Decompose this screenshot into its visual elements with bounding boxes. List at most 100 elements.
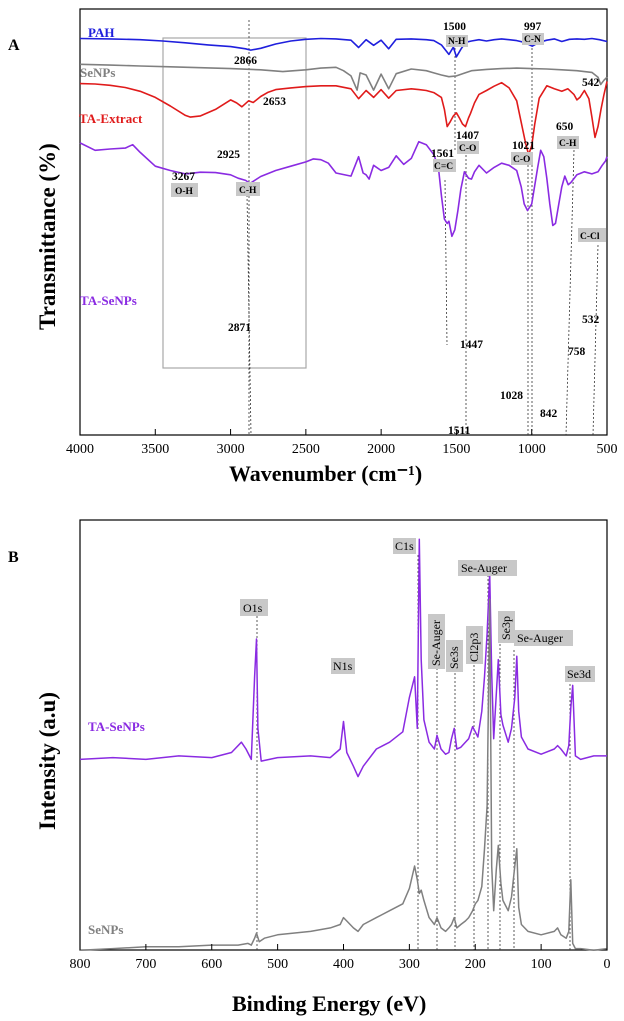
x-tick-label: 500 — [597, 442, 618, 457]
series-line-ta-senps — [79, 140, 608, 238]
peak-label: 650 — [556, 121, 574, 133]
x-tick-label: 100 — [531, 957, 552, 972]
xps-dashed-guides — [256, 555, 571, 950]
xps-series-label-ta-senps: TA-SeNPs — [88, 719, 145, 734]
peak-label: 2871 — [228, 322, 251, 334]
xps-series-label-senps: SeNPs — [88, 922, 123, 937]
band-label-co-1021: C-O — [511, 152, 533, 165]
band-label-ch-2871: C-H — [236, 182, 260, 196]
svg-text:Se3p: Se3p — [499, 616, 513, 640]
peak-label: 1561 — [431, 148, 454, 160]
xps-label-se-auger-vertical: Se-Auger — [428, 614, 445, 669]
xps-chart: 800 700 600 500 400 300 200 100 0 TA-SeNPs SeNPs… — [35, 519, 611, 1016]
x-tick-label: 2000 — [367, 442, 395, 457]
xps-x-axis-title: Binding Energy (eV) — [232, 991, 426, 1016]
x-tick-label: 1000 — [518, 442, 546, 457]
panel-b-letter: B — [8, 549, 19, 566]
peak-label: 758 — [568, 346, 586, 358]
xps-y-axis-title: Intensity (a.u) — [35, 692, 60, 830]
band-label-nh: N-H — [446, 35, 468, 47]
x-tick-label: 0 — [604, 957, 611, 972]
ftir-series-group — [79, 37, 608, 238]
peak-label: 532 — [582, 314, 600, 326]
xps-label-se3p: Se3p — [498, 611, 515, 643]
peak-label: 2866 — [234, 55, 257, 67]
series-label-pah: PAH — [88, 25, 114, 40]
series-label-ta-extract: TA-Extract — [79, 111, 143, 126]
xps-label-se3d: Se3d — [565, 666, 595, 682]
ftir-plot-frame — [79, 8, 608, 436]
ftir-x-ticks: 4000 3500 3000 2500 2000 1500 1000 500 — [66, 429, 618, 457]
xps-x-ticks: 800 700 600 500 400 300 200 100 0 — [70, 944, 611, 972]
xps-label-se3s: Se3s — [446, 640, 463, 672]
x-tick-label: 2500 — [292, 442, 320, 457]
svg-text:Se-Auger: Se-Auger — [517, 631, 563, 645]
xps-label-c1s: C1s — [393, 538, 416, 554]
peak-label: 1500 — [443, 21, 466, 33]
series-label-ta-senps: TA-SeNPs — [80, 293, 137, 308]
ftir-x-axis-title: Wavenumber (cm⁻¹) — [229, 461, 422, 486]
svg-text:Cl2p3: Cl2p3 — [467, 633, 481, 662]
svg-text:C-H: C-H — [239, 186, 257, 196]
svg-text:C1s: C1s — [395, 539, 414, 553]
xps-label-cl2p3: Cl2p3 — [466, 626, 483, 664]
svg-text:C-O: C-O — [513, 155, 530, 165]
peak-label: 1028 — [500, 390, 523, 402]
xps-plot-frame — [79, 519, 608, 951]
band-label-oh: O-H — [171, 183, 198, 197]
svg-text:Se-Auger: Se-Auger — [429, 620, 443, 666]
svg-text:C=C: C=C — [434, 162, 453, 172]
peak-label: 1021 — [512, 140, 535, 152]
x-tick-label: 800 — [70, 957, 91, 972]
peak-label: 542 — [582, 77, 600, 89]
ftir-y-axis-title: Transmittance (%) — [35, 143, 60, 330]
svg-text:C-O: C-O — [459, 144, 476, 154]
svg-text:C-N: C-N — [524, 35, 541, 45]
x-tick-label: 3000 — [217, 442, 245, 457]
peak-label: 842 — [540, 408, 558, 420]
series-line-ta-extract — [79, 81, 608, 156]
x-tick-label: 300 — [399, 957, 420, 972]
peak-label: 1407 — [456, 130, 479, 142]
x-tick-label: 200 — [465, 957, 486, 972]
svg-text:N-H: N-H — [448, 37, 466, 47]
band-label-ccl: C-Cl — [578, 228, 606, 242]
xps-label-se-auger-top: Se-Auger — [458, 560, 517, 576]
band-label-ch-650: C-H — [557, 136, 579, 149]
x-tick-label: 1500 — [442, 442, 470, 457]
x-tick-label: 500 — [267, 957, 288, 972]
xps-series-line-senps — [79, 598, 608, 952]
peak-label: 2925 — [217, 149, 240, 161]
svg-text:Se-Auger: Se-Auger — [461, 561, 507, 575]
series-label-senps: SeNPs — [80, 65, 115, 80]
xps-label-o1s: O1s — [240, 599, 268, 616]
series-line-pah — [79, 37, 608, 58]
band-label-cc: C=C — [433, 159, 456, 172]
band-label-cn: C-N — [522, 33, 544, 45]
svg-text:C-Cl: C-Cl — [580, 232, 600, 242]
ftir-dashed-guides — [246, 20, 599, 436]
peak-label: 2653 — [263, 96, 286, 108]
xps-label-se-auger-right: Se-Auger — [514, 630, 573, 646]
svg-text:Se3s: Se3s — [447, 646, 461, 669]
xps-series-group — [79, 538, 608, 952]
xps-label-n1s: N1s — [331, 658, 355, 674]
svg-text:N1s: N1s — [333, 659, 353, 673]
svg-text:O-H: O-H — [175, 187, 194, 197]
ftir-chart: 4000 3500 3000 2500 2000 1500 1000 500 PAH SeNP… — [35, 8, 618, 486]
peak-label: 997 — [524, 21, 542, 33]
peak-label: 3267 — [172, 171, 195, 183]
svg-text:O1s: O1s — [243, 601, 263, 615]
x-tick-label: 700 — [135, 957, 156, 972]
svg-text:C-H: C-H — [559, 139, 577, 149]
x-tick-label: 400 — [333, 957, 354, 972]
xps-series-line-ta-senps — [79, 538, 607, 778]
ftir-highlight-box — [162, 37, 307, 369]
peak-label: 1447 — [460, 339, 483, 351]
panel-a-letter: A — [8, 37, 20, 54]
band-label-co-1407: C-O — [457, 141, 479, 154]
series-line-senps — [79, 63, 608, 91]
x-tick-label: 600 — [201, 957, 222, 972]
x-tick-label: 3500 — [141, 442, 169, 457]
